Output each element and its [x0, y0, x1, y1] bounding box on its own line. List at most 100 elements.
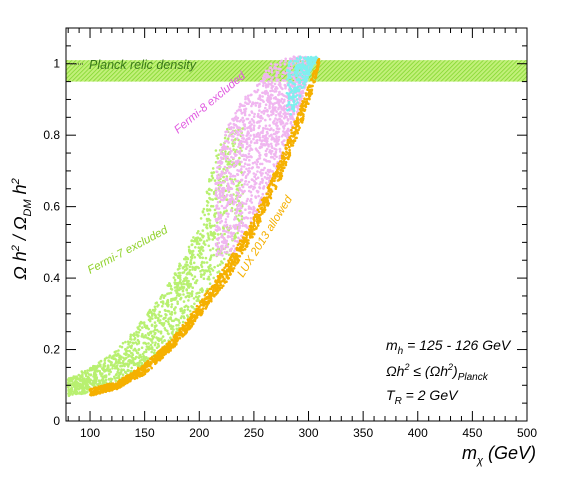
data-point [253, 135, 256, 138]
data-point [317, 63, 320, 66]
data-point [206, 201, 210, 204]
data-point [173, 311, 177, 315]
data-point [189, 259, 193, 262]
data-point [259, 171, 262, 174]
data-point [244, 147, 248, 150]
data-point [286, 119, 290, 122]
data-point [153, 305, 157, 309]
data-point [83, 379, 86, 383]
data-point [238, 156, 241, 160]
data-point [240, 220, 243, 223]
data-point [166, 304, 170, 307]
data-point [156, 351, 159, 355]
data-point [268, 124, 272, 127]
data-point [207, 267, 211, 270]
data-point [223, 136, 227, 140]
data-point [254, 173, 258, 176]
data-point [252, 232, 256, 236]
data-point [211, 247, 215, 250]
data-point [277, 135, 281, 139]
data-point [286, 132, 290, 135]
data-point [240, 179, 243, 182]
data-point [287, 83, 290, 86]
data-point [101, 372, 104, 376]
data-point [206, 289, 210, 293]
data-point [218, 274, 222, 277]
data-point [265, 152, 268, 156]
data-point [307, 102, 310, 105]
data-point [222, 175, 225, 179]
data-point [184, 304, 188, 308]
data-point [226, 215, 230, 218]
data-point [202, 273, 206, 276]
data-point [217, 177, 220, 180]
data-point [178, 271, 182, 275]
data-point [220, 235, 223, 239]
data-point [215, 187, 218, 191]
data-point [225, 198, 229, 201]
data-point [260, 177, 264, 181]
data-point [272, 174, 275, 178]
data-point [294, 103, 298, 106]
data-point [272, 129, 275, 132]
y-axis-title: Ω h2 / ΩDM h2 [10, 178, 34, 280]
data-point [281, 157, 284, 160]
data-point [228, 147, 232, 150]
data-point [266, 85, 270, 88]
data-point [199, 217, 203, 220]
data-point [182, 271, 186, 274]
data-point [167, 348, 170, 352]
data-point [233, 175, 237, 178]
data-point [188, 309, 192, 313]
data-point [270, 71, 274, 74]
data-point [134, 374, 138, 377]
data-point [204, 269, 208, 272]
data-point [208, 224, 212, 228]
data-point [225, 230, 228, 233]
data-point [222, 229, 225, 233]
data-point [221, 153, 225, 156]
data-point [288, 115, 292, 118]
data-point [279, 63, 282, 67]
data-point [166, 342, 169, 346]
data-point [147, 342, 150, 345]
data-point [224, 178, 227, 181]
data-point [307, 61, 310, 64]
data-point [256, 224, 260, 227]
data-point [242, 165, 246, 168]
data-point [158, 321, 161, 325]
data-point [278, 90, 281, 94]
data-point [284, 87, 287, 90]
data-point [241, 143, 244, 147]
data-point [207, 212, 210, 216]
data-point [311, 58, 315, 61]
data-point [249, 216, 253, 220]
data-point [250, 104, 253, 108]
data-point [222, 144, 226, 147]
data-point [178, 336, 182, 340]
data-point [288, 145, 291, 149]
data-point [287, 101, 291, 105]
data-point [261, 91, 264, 95]
data-point [296, 60, 300, 63]
data-point [242, 104, 245, 108]
data-point [118, 345, 122, 348]
data-point [262, 168, 265, 172]
data-point [182, 287, 185, 290]
data-point [211, 238, 214, 241]
data-point [228, 194, 232, 197]
data-point [204, 307, 208, 310]
data-point [129, 341, 132, 344]
data-point [225, 160, 228, 163]
data-point [94, 381, 97, 385]
data-point [289, 76, 292, 80]
data-point [283, 83, 287, 87]
data-point [281, 142, 285, 146]
data-point [291, 58, 295, 61]
data-point [178, 264, 181, 268]
data-point [250, 194, 253, 197]
data-point [181, 326, 185, 330]
data-point [250, 102, 254, 106]
data-point [288, 57, 292, 61]
data-point [240, 251, 244, 255]
